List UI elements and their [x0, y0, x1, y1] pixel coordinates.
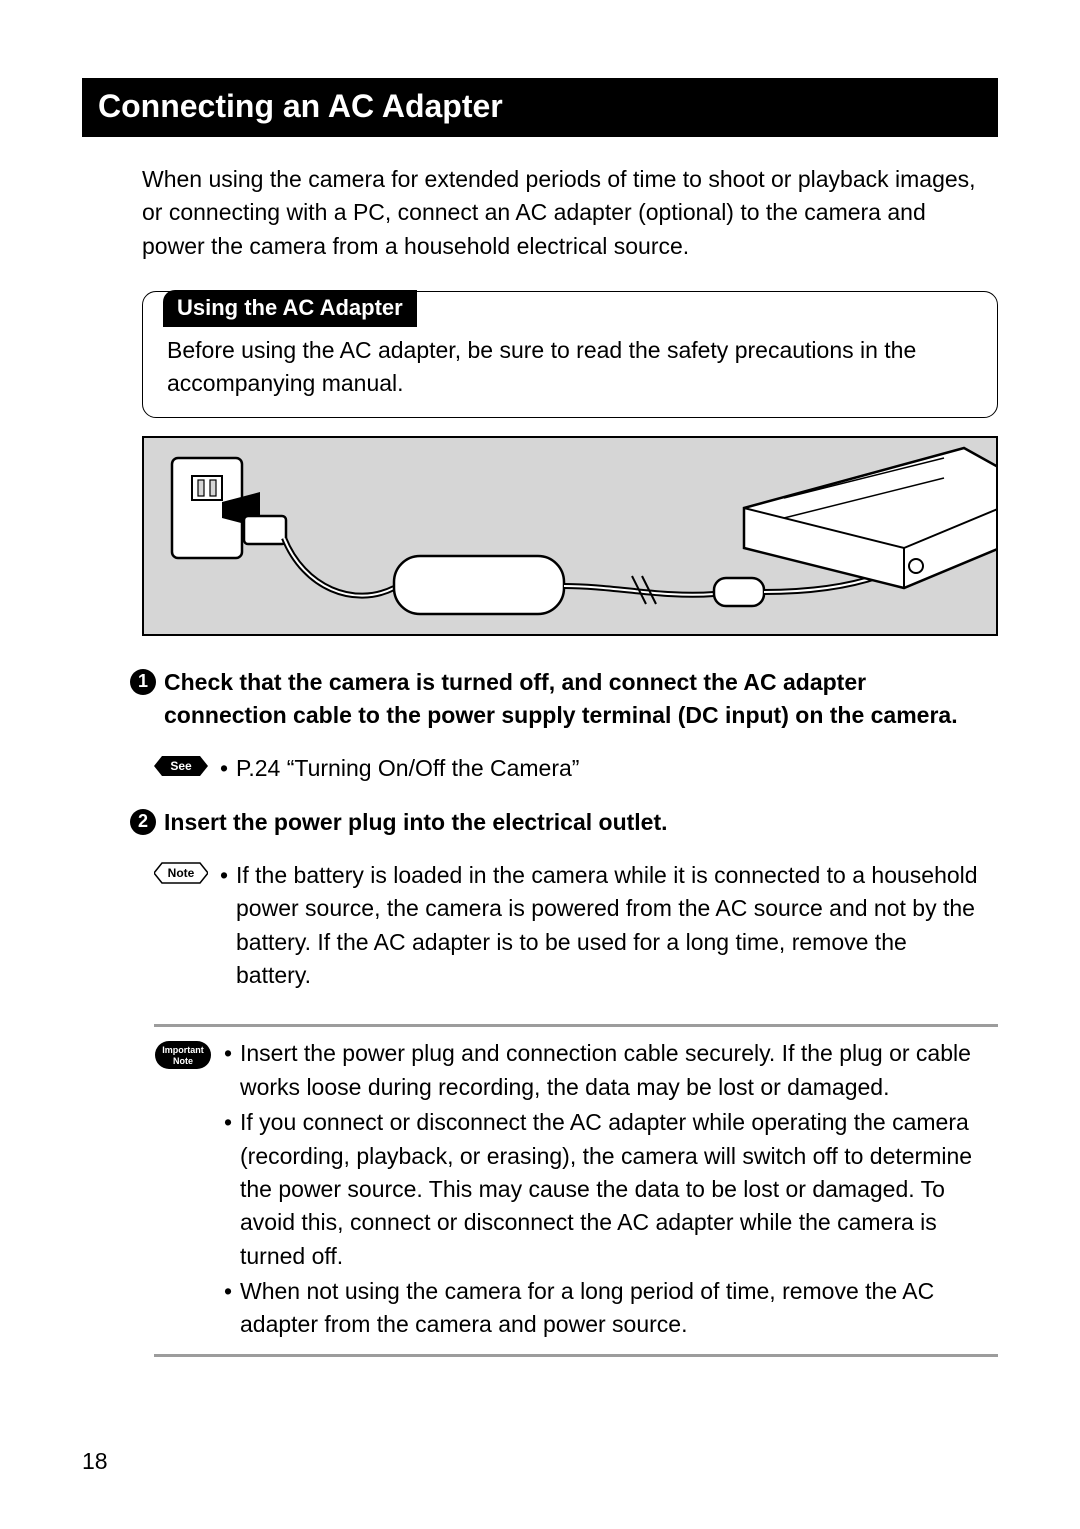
svg-text:Note: Note: [168, 866, 195, 880]
section-title: Connecting an AC Adapter: [82, 78, 998, 137]
note-badge-icon: Note: [154, 862, 208, 889]
callout-text: Before using the AC adapter, be sure to …: [143, 328, 997, 401]
svg-text:Important: Important: [162, 1045, 204, 1055]
important-body: Insert the power plug and connection cab…: [224, 1037, 988, 1343]
intro-paragraph: When using the camera for extended perio…: [142, 163, 988, 263]
important-item: Insert the power plug and connection cab…: [224, 1037, 988, 1104]
note-item: If the battery is loaded in the camera w…: [220, 859, 988, 992]
step-2-text: Insert the power plug into the electrica…: [164, 806, 668, 839]
step-number-icon: 2: [130, 809, 156, 835]
see-body: P.24 “Turning On/Off the Camera”: [220, 752, 988, 787]
camera-icon: [744, 448, 998, 588]
svg-text:Note: Note: [173, 1056, 193, 1066]
important-item: If you connect or disconnect the AC adap…: [224, 1106, 988, 1273]
divider-bottom: [154, 1354, 998, 1357]
step-2: 2 Insert the power plug into the electri…: [130, 806, 988, 839]
step-number-icon: 1: [130, 669, 156, 695]
callout-label: Using the AC Adapter: [163, 290, 417, 327]
see-row: See P.24 “Turning On/Off the Camera”: [154, 752, 988, 787]
note-body: If the battery is loaded in the camera w…: [220, 859, 988, 994]
step-1: 1 Check that the camera is turned off, a…: [130, 666, 988, 733]
important-badge-icon: Important Note: [154, 1040, 212, 1075]
step-1-text: Check that the camera is turned off, and…: [164, 666, 988, 733]
diagram-svg: [144, 438, 998, 636]
ac-adapter-diagram: [142, 436, 998, 636]
important-row: Important Note Insert the power plug and…: [154, 1037, 988, 1343]
svg-text:See: See: [170, 759, 192, 773]
page-number: 18: [82, 1448, 108, 1475]
important-item: When not using the camera for a long per…: [224, 1275, 988, 1342]
see-badge-icon: See: [154, 755, 208, 782]
callout-box: Using the AC Adapter Before using the AC…: [142, 291, 998, 418]
divider-top: [154, 1024, 998, 1027]
see-item: P.24 “Turning On/Off the Camera”: [220, 752, 988, 785]
note-row: Note If the battery is loaded in the cam…: [154, 859, 988, 994]
